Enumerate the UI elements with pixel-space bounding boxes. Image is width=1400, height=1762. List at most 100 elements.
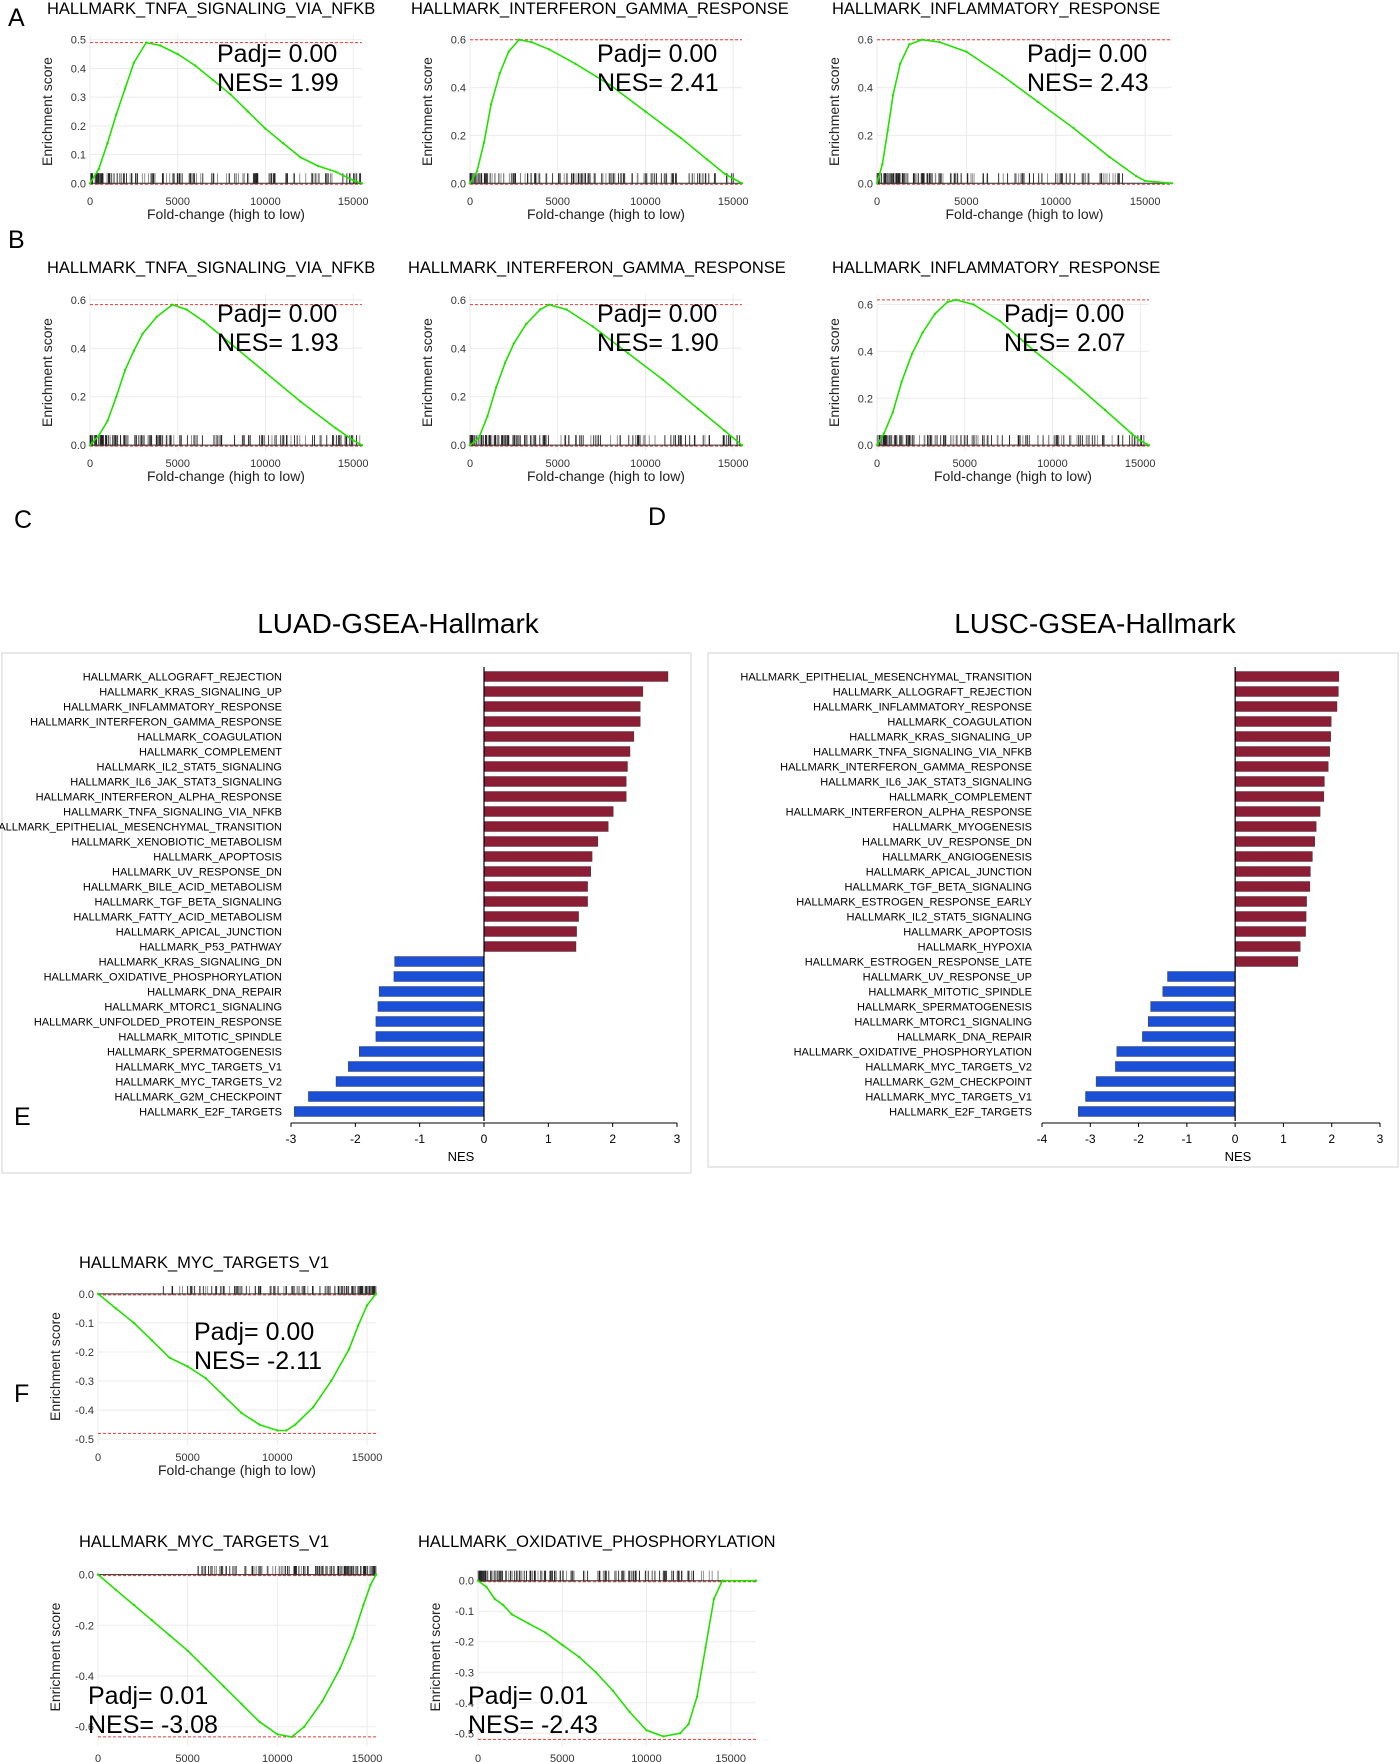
nes-bar — [1234, 836, 1315, 847]
curve-point — [369, 1583, 372, 1586]
y-tick-label: 0.2 — [451, 130, 466, 142]
x-tick-label: -2 — [350, 1132, 361, 1146]
curve-point — [561, 1643, 564, 1647]
nes-bar — [483, 941, 577, 952]
nes-bar — [1150, 1001, 1236, 1012]
nes-bar-chart-c: LUAD-GSEA-Hallmark HALLMARK_ALLOGRAFT_REJ… — [0, 608, 692, 1174]
category-label: HALLMARK_G2M_CHECKPOINT — [115, 1092, 283, 1104]
curve-point — [303, 1725, 306, 1728]
curve-point — [159, 44, 162, 47]
curve-point — [498, 72, 501, 75]
curve-point — [712, 1597, 716, 1601]
category-label: HALLMARK_MTORC1_SIGNALING — [854, 1017, 1032, 1029]
x-tick-label: 0 — [874, 196, 880, 208]
category-label: HALLMARK_INFLAMMATORY_RESPONSE — [63, 702, 282, 714]
curve-point — [88, 444, 92, 447]
curve-point — [468, 182, 472, 185]
padj-label: Padj= 0.00 — [597, 40, 717, 68]
curve-point — [476, 1579, 480, 1582]
curve-point — [920, 38, 923, 41]
y-tick-label: 0.1 — [71, 150, 86, 162]
category-label: HALLMARK_XENOBIOTIC_METABOLISM — [71, 837, 282, 849]
curve-point — [886, 129, 889, 132]
padj-label: Padj= 0.00 — [597, 300, 717, 328]
padj-label: Padj= 0.00 — [217, 40, 337, 68]
x-tick-label: 0 — [87, 196, 93, 208]
curve-point — [489, 103, 493, 106]
curve-point — [360, 182, 364, 185]
curve-point — [352, 179, 355, 182]
category-label: HALLMARK_OXIDATIVE_PHOSPHORYLATION — [794, 1047, 1032, 1059]
y-tick-label: -0.2 — [75, 1620, 94, 1632]
y-tick-label: 0.0 — [79, 1289, 94, 1301]
x-tick-label: 2 — [1328, 1132, 1335, 1146]
x-tick-label: 15000 — [352, 1452, 383, 1464]
padj-label: Padj= 0.01 — [468, 1682, 588, 1710]
curve-point — [115, 113, 118, 116]
y-tick-label: -0.1 — [75, 1318, 94, 1330]
curve-point — [246, 110, 250, 113]
curve-point — [740, 182, 744, 185]
curve-point — [123, 368, 127, 372]
curve-point — [611, 1689, 614, 1692]
curve-point — [723, 172, 726, 175]
padj-label: Padj= 0.00 — [1004, 300, 1124, 328]
nes-bar — [483, 776, 627, 787]
curve-point — [186, 1649, 189, 1652]
curve-point — [899, 62, 902, 65]
curve-point — [1147, 444, 1151, 447]
nes-bar — [335, 1076, 485, 1087]
nes-bar — [1234, 821, 1317, 832]
gsea-plot-b3: HALLMARK_INFLAMMATORY_RESPONSE 0 5000 10000… — [826, 259, 1160, 484]
y-tick-label: 0.4 — [451, 343, 466, 355]
curve-point — [525, 322, 528, 326]
curve-point — [1001, 74, 1004, 77]
category-label: HALLMARK_UNFOLDED_PROTEIN_RESPONSE — [34, 1017, 282, 1029]
category-label: HALLMARK_IL2_STAT5_SIGNALING — [847, 912, 1032, 924]
y-tick-label: 0.0 — [858, 178, 873, 190]
y-tick-label: 0.0 — [858, 440, 873, 452]
curve-point — [882, 432, 886, 435]
curve-point — [115, 395, 118, 398]
category-label: HALLMARK_MITOTIC_SPINDLE — [868, 987, 1032, 999]
curve-point — [347, 1347, 351, 1351]
x-tick-label: 10000 — [250, 196, 281, 208]
curve-point — [1036, 100, 1040, 104]
curve-point — [240, 1702, 243, 1706]
curve-point — [276, 1429, 279, 1432]
category-label: HALLMARK_APICAL_JUNCTION — [116, 927, 282, 939]
curve-point — [495, 385, 498, 389]
x-tick-label: 0 — [475, 1753, 481, 1762]
x-tick-label: 10000 — [250, 458, 281, 470]
nes-bar — [483, 731, 635, 742]
nes-bar — [1234, 926, 1306, 937]
curve-point — [141, 332, 144, 335]
plot-title: HALLMARK_OXIDATIVE_PHOSPHORYLATION — [418, 1533, 776, 1551]
x-tick-label: 0 — [95, 1452, 101, 1464]
x-tick-label: 10000 — [630, 196, 661, 208]
curve-point — [365, 1304, 369, 1307]
y-tick-label: 0.6 — [858, 300, 873, 312]
x-axis-label: Fold-change (high to low) — [147, 206, 305, 222]
category-label: HALLMARK_ESTROGEN_RESPONSE_LATE — [805, 957, 1032, 969]
x-tick-label: 5000 — [175, 1452, 199, 1464]
x-tick-label: 0 — [467, 458, 473, 470]
curve-point — [679, 136, 682, 139]
x-tick-label: 10000 — [262, 1753, 293, 1762]
curve-point — [132, 349, 136, 352]
curve-point — [229, 342, 232, 345]
x-axis-label: Fold-change (high to low) — [934, 468, 1092, 484]
curve-point — [468, 444, 472, 447]
category-label: HALLMARK_APOPTOSIS — [903, 927, 1032, 939]
x-tick-label: 1 — [1280, 1132, 1287, 1146]
curve-point — [946, 301, 949, 304]
curve-point — [186, 1365, 189, 1368]
curve-point — [1144, 179, 1147, 183]
y-tick-label: 0.4 — [858, 83, 873, 95]
x-axis-label: Fold-change (high to low) — [527, 468, 685, 484]
curve-point — [908, 43, 911, 46]
y-tick-label: 0.6 — [858, 35, 873, 47]
curve-point — [695, 1695, 699, 1698]
nes-bar — [1234, 956, 1299, 967]
x-axis-label: Fold-change (high to low) — [946, 206, 1104, 222]
